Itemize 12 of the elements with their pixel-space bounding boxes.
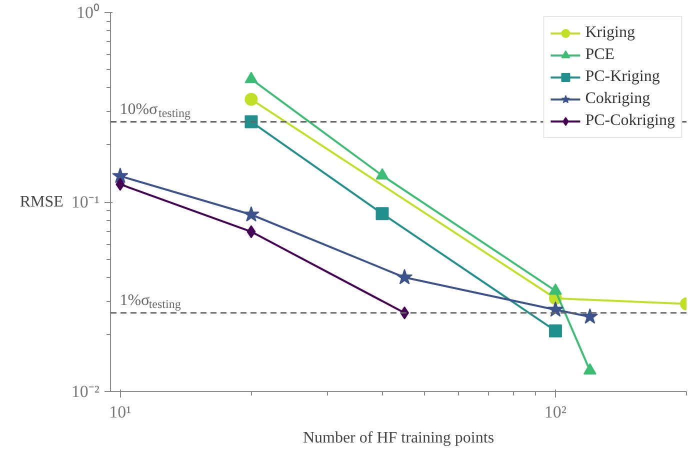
legend-label: PC-Kriging: [585, 68, 660, 86]
legend-label: Kriging: [585, 24, 635, 42]
y-tick-label: 10⁰: [76, 3, 100, 22]
legend-label: Cokriging: [585, 90, 650, 108]
x-tick-label: 10¹: [109, 402, 132, 422]
x-axis-title: Number of HF training points: [302, 430, 494, 446]
legend-label: PCE: [585, 46, 615, 64]
y-axis-title: RMSE: [20, 194, 64, 210]
legend-label: PC-Cokriging: [585, 112, 675, 130]
y-tick-label: 10⁻¹: [71, 192, 100, 212]
y-tick-label: 10⁻²: [71, 382, 100, 401]
x-tick-label: 10²: [544, 402, 567, 422]
